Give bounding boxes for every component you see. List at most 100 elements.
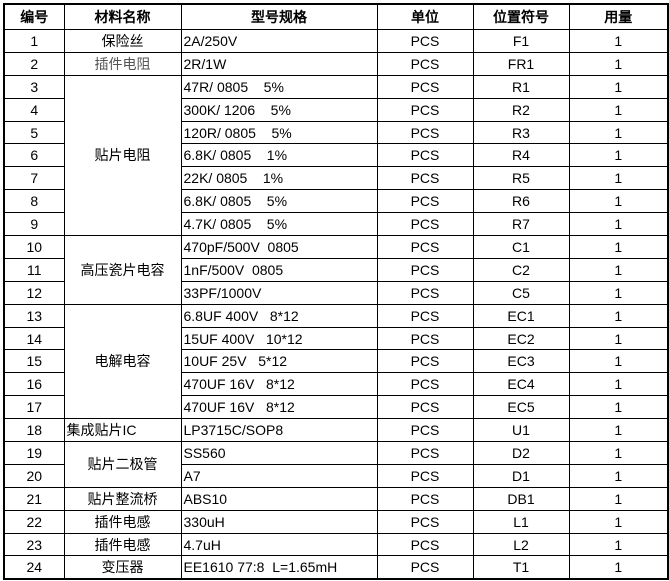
cell-unit: PCS xyxy=(376,418,474,443)
cell-ref: EC4 xyxy=(472,372,570,397)
cell-no: 21 xyxy=(3,486,65,511)
cell-unit: PCS xyxy=(376,189,474,214)
cell-ref: C5 xyxy=(472,280,570,305)
cell-spec: 6.8UF 400V 8*12 xyxy=(180,303,378,328)
cell-no: 6 xyxy=(3,143,65,168)
cell-ref: C1 xyxy=(472,235,570,259)
cell-no: 14 xyxy=(3,326,65,351)
cell-unit: PCS xyxy=(376,486,474,511)
header-ref: 位置符号 xyxy=(472,3,570,30)
cell-qty: 1 xyxy=(568,395,669,420)
cell-spec: 300K/ 1206 5% xyxy=(180,97,378,122)
cell-ref: R4 xyxy=(472,143,570,168)
cell-ref: EC3 xyxy=(472,349,570,374)
header-name: 材料名称 xyxy=(63,3,182,30)
cell-material-name: 插件电感 xyxy=(63,532,182,557)
table-row: 3 贴片电阻 47R/ 0805 5% PCS R1 1 xyxy=(3,74,669,237)
cell-unit: PCS xyxy=(376,235,474,259)
cell-ref: R2 xyxy=(472,97,570,122)
cell-material-name: 高压瓷片电容 xyxy=(63,235,182,305)
header-row: 编号 材料名称 型号规格 单位 位置符号 用量 xyxy=(3,3,669,30)
cell-qty: 1 xyxy=(568,555,669,580)
cell-ref: EC2 xyxy=(472,326,570,351)
cell-unit: PCS xyxy=(376,349,474,374)
cell-no: 12 xyxy=(3,280,65,305)
cell-spec: A7 xyxy=(180,463,378,488)
cell-qty: 1 xyxy=(568,463,669,488)
cell-no: 10 xyxy=(3,235,65,259)
cell-spec: 2R/1W xyxy=(180,51,378,76)
cell-qty: 1 xyxy=(568,74,669,99)
cell-material-name: 贴片整流桥 xyxy=(63,486,182,511)
cell-no: 17 xyxy=(3,395,65,420)
cell-ref: FR1 xyxy=(472,51,570,76)
cell-material-name: 贴片电阻 xyxy=(63,74,182,237)
cell-no: 20 xyxy=(3,463,65,488)
cell-qty: 1 xyxy=(568,303,669,328)
table-row: 13 电解电容 6.8UF 400V 8*12 PCS EC1 1 xyxy=(3,303,669,420)
cell-no: 15 xyxy=(3,349,65,374)
cell-spec: 47R/ 0805 5% xyxy=(180,74,378,99)
cell-unit: PCS xyxy=(376,372,474,397)
cell-material-name: 插件电感 xyxy=(63,509,182,534)
cell-no: 4 xyxy=(3,97,65,122)
table-row: 9 4.7K/ 0805 5% PCS R7 1 xyxy=(3,212,669,237)
cell-ref: D1 xyxy=(472,463,570,488)
header-no: 编号 xyxy=(3,3,65,30)
cell-unit: PCS xyxy=(376,463,474,488)
cell-ref: L2 xyxy=(472,532,570,557)
cell-ref: L1 xyxy=(472,509,570,534)
cell-spec: 470pF/500V 0805 xyxy=(180,235,378,259)
cell-qty: 1 xyxy=(568,532,669,557)
cell-no: 22 xyxy=(3,509,65,534)
cell-ref: EC5 xyxy=(472,395,570,420)
header-spec: 型号规格 xyxy=(180,3,378,30)
cell-spec: 6.8K/ 0805 1% xyxy=(180,143,378,168)
cell-spec: LP3715C/SOP8 xyxy=(180,418,378,443)
cell-qty: 1 xyxy=(568,441,669,465)
cell-ref: R3 xyxy=(472,120,570,145)
cell-qty: 1 xyxy=(568,51,669,76)
cell-ref: T1 xyxy=(472,555,570,580)
table-row: 2 插件电阻 2R/1W PCS FR1 1 xyxy=(3,51,669,76)
cell-spec: 33PF/1000V xyxy=(180,280,378,305)
cell-spec: 4.7uH xyxy=(180,532,378,557)
cell-ref: R1 xyxy=(472,74,570,99)
cell-unit: PCS xyxy=(376,555,474,580)
cell-ref: EC1 xyxy=(472,303,570,328)
cell-qty: 1 xyxy=(568,372,669,397)
cell-spec: SS560 xyxy=(180,441,378,465)
cell-unit: PCS xyxy=(376,509,474,534)
cell-ref: R6 xyxy=(472,189,570,214)
table-row: 4 300K/ 1206 5% PCS R2 1 xyxy=(3,97,669,122)
cell-unit: PCS xyxy=(376,51,474,76)
cell-no: 13 xyxy=(3,303,65,328)
cell-material-name: 插件电阻 xyxy=(63,51,182,76)
cell-qty: 1 xyxy=(568,143,669,168)
table-row: 10 高压瓷片电容 470pF/500V 0805 PCS C1 1 xyxy=(3,235,669,305)
cell-material-name: 电解电容 xyxy=(63,303,182,420)
cell-qty: 1 xyxy=(568,486,669,511)
cell-qty: 1 xyxy=(568,212,669,237)
cell-ref: DB1 xyxy=(472,486,570,511)
table-row: 1 保险丝 2A/250V PCS F1 1 xyxy=(3,29,669,53)
cell-spec: ABS10 xyxy=(180,486,378,511)
cell-unit: PCS xyxy=(376,326,474,351)
cell-unit: PCS xyxy=(376,120,474,145)
cell-no: 7 xyxy=(3,166,65,191)
cell-material-name: 变压器 xyxy=(63,555,182,580)
cell-no: 16 xyxy=(3,372,65,397)
cell-unit: PCS xyxy=(376,441,474,465)
cell-unit: PCS xyxy=(376,74,474,99)
table-body: 1 保险丝 2A/250V PCS F1 1 2 插件电阻 2R/1W PCS FR1 1 3 贴片电阻 4… xyxy=(3,29,669,580)
cell-ref: D2 xyxy=(472,441,570,465)
cell-no: 1 xyxy=(3,29,65,53)
table-row: 18 集成贴片IC LP3715C/SOP8 PCS U1 1 xyxy=(3,418,669,443)
cell-qty: 1 xyxy=(568,120,669,145)
cell-qty: 1 xyxy=(568,29,669,53)
cell-unit: PCS xyxy=(376,97,474,122)
cell-no: 5 xyxy=(3,120,65,145)
cell-qty: 1 xyxy=(568,235,669,259)
cell-ref: R5 xyxy=(472,166,570,191)
cell-no: 19 xyxy=(3,441,65,465)
